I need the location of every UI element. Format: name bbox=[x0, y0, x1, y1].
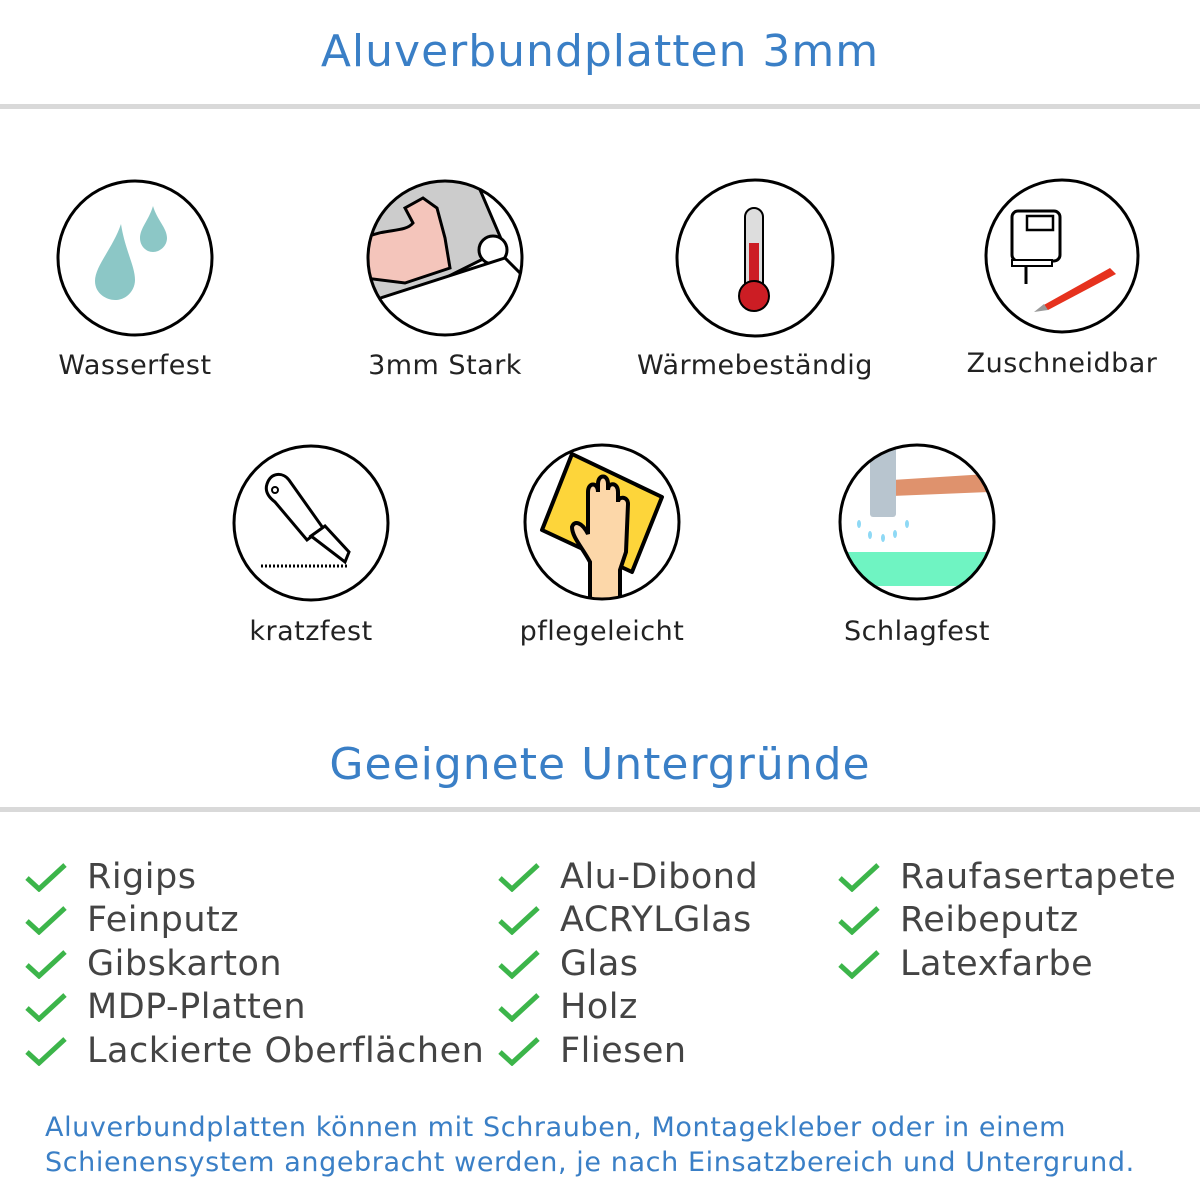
list-item: Alu-Dibond bbox=[498, 855, 758, 899]
cutter-knife-icon bbox=[232, 444, 390, 602]
divider bbox=[0, 104, 1200, 109]
feature-waermebestaendig: Wärmebeständig bbox=[605, 178, 905, 381]
hammer-icon bbox=[838, 443, 996, 601]
section-title: Geeignete Untergründe bbox=[329, 739, 871, 790]
footer-note: Aluverbundplatten können mit Schrauben, … bbox=[45, 1110, 1135, 1180]
checkmark-icon bbox=[838, 862, 880, 892]
feature-label: kratzfest bbox=[249, 616, 373, 647]
list-item: Reibeputz bbox=[838, 899, 1176, 943]
water-drops-icon bbox=[56, 179, 214, 337]
thermometer-icon bbox=[675, 178, 835, 338]
feature-schlagfest: Schlagfest bbox=[767, 442, 1067, 647]
list-item-label: Feinputz bbox=[87, 900, 240, 941]
feature-3mm-stark: 3mm Stark bbox=[295, 178, 595, 381]
checkmark-icon bbox=[25, 1036, 67, 1066]
list-item: Feinputz bbox=[25, 899, 484, 943]
feature-kratzfest: kratzfest bbox=[161, 444, 461, 647]
list-item-label: Latexfarbe bbox=[900, 943, 1094, 984]
feature-label: Zuschneidbar bbox=[966, 348, 1158, 379]
list-item: Latexfarbe bbox=[838, 942, 1176, 986]
list-item-label: Fliesen bbox=[560, 1030, 687, 1071]
surface-column-3: Raufasertapete Reibeputz Latexfarbe bbox=[838, 855, 1176, 986]
checkmark-icon bbox=[25, 906, 67, 936]
checkmark-icon bbox=[498, 949, 540, 979]
surface-column-2: Alu-Dibond ACRYLGlas Glas Holz Fliesen bbox=[498, 855, 758, 1073]
checkmark-icon bbox=[838, 949, 880, 979]
list-item: Lackierte Oberflächen bbox=[25, 1029, 484, 1073]
feature-label: Wasserfest bbox=[58, 350, 212, 381]
checkmark-icon bbox=[498, 993, 540, 1023]
feature-label: pflegeleicht bbox=[519, 616, 685, 647]
feature-zuschneidbar: Zuschneidbar bbox=[912, 176, 1200, 379]
footer-line: Schienensystem angebracht werden, je nac… bbox=[45, 1147, 1135, 1178]
list-item-label: Gibskarton bbox=[87, 943, 283, 984]
checkmark-icon bbox=[25, 949, 67, 979]
list-item: Gibskarton bbox=[25, 942, 484, 986]
checkmark-icon bbox=[498, 906, 540, 936]
surface-column-1: Rigips Feinputz Gibskarton MDP-Platten Lacki… bbox=[25, 855, 484, 1073]
feature-wasserfest: Wasserfest bbox=[0, 178, 285, 381]
list-item: Fliesen bbox=[498, 1029, 758, 1073]
feature-pflegeleicht: pflegeleicht bbox=[452, 442, 752, 647]
jigsaw-cutter-icon bbox=[984, 178, 1140, 334]
list-item-label: MDP-Platten bbox=[87, 987, 307, 1028]
feature-label: Wärmebeständig bbox=[637, 350, 873, 381]
checkmark-icon bbox=[498, 1036, 540, 1066]
divider bbox=[0, 807, 1200, 812]
page-title: Aluverbundplatten 3mm bbox=[320, 26, 880, 77]
list-item-label: Rigips bbox=[87, 856, 197, 897]
checkmark-icon bbox=[25, 993, 67, 1023]
list-item-label: Reibeputz bbox=[900, 900, 1079, 941]
list-item: Glas bbox=[498, 942, 758, 986]
list-item: Rigips bbox=[25, 855, 484, 899]
checkmark-icon bbox=[838, 906, 880, 936]
list-item-label: ACRYLGlas bbox=[560, 900, 752, 941]
list-item-label: Raufasertapete bbox=[900, 856, 1177, 897]
list-item-label: Alu-Dibond bbox=[560, 856, 759, 897]
checkmark-icon bbox=[498, 862, 540, 892]
footer-line: Aluverbundplatten können mit Schrauben, … bbox=[45, 1112, 1066, 1143]
list-item: Raufasertapete bbox=[838, 855, 1176, 899]
list-item: ACRYLGlas bbox=[498, 899, 758, 943]
list-item-label: Holz bbox=[560, 987, 638, 1028]
feature-label: Schlagfest bbox=[843, 616, 991, 647]
list-item: MDP-Platten bbox=[25, 986, 484, 1030]
feature-label: 3mm Stark bbox=[368, 350, 522, 381]
list-item-label: Glas bbox=[560, 943, 639, 984]
list-item: Holz bbox=[498, 986, 758, 1030]
checkmark-icon bbox=[25, 862, 67, 892]
hand-cloth-icon bbox=[523, 443, 681, 601]
list-item-label: Lackierte Oberflächen bbox=[87, 1030, 485, 1071]
strong-arm-icon bbox=[366, 179, 524, 337]
